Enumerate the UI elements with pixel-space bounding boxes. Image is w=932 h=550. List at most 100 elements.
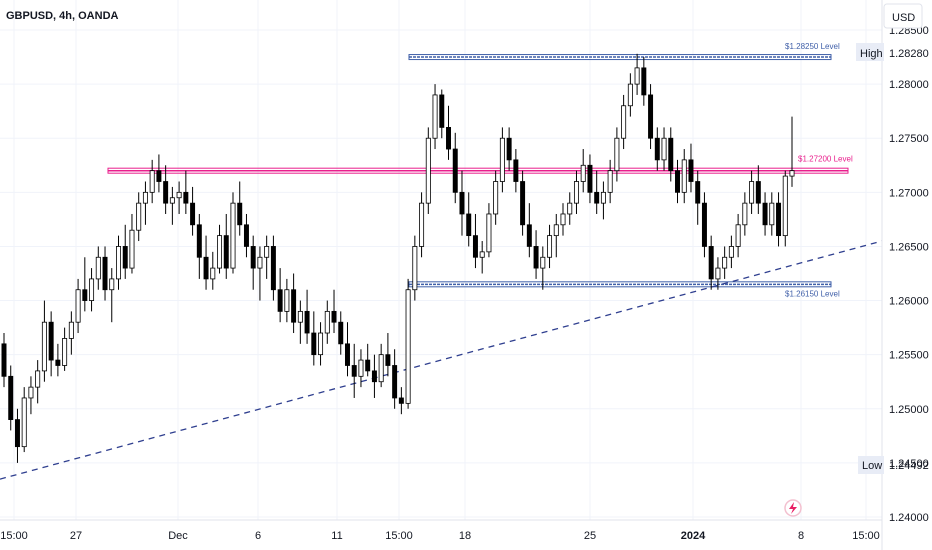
price-tick-label: 1.26000 — [889, 296, 929, 308]
candle — [580, 164, 586, 182]
high-value: 1.28280 — [889, 48, 929, 60]
candle — [318, 332, 324, 356]
candle — [190, 202, 196, 226]
price-tick-label: 1.25500 — [889, 350, 929, 362]
candle — [412, 246, 418, 291]
candle — [291, 289, 297, 323]
candle — [513, 159, 519, 182]
candle — [782, 175, 788, 237]
candle — [439, 94, 445, 128]
currency-label[interactable]: USD — [892, 12, 915, 24]
annotation-labels: $1.28250 Level $1.27200 Level $1.26150 Lev… — [785, 42, 853, 298]
high-badge — [856, 43, 884, 61]
candle — [722, 256, 728, 269]
candle — [1, 343, 7, 377]
candle — [425, 137, 431, 204]
candle — [533, 246, 539, 269]
candle — [338, 321, 344, 345]
candle — [75, 289, 81, 323]
lightning-icon — [789, 502, 797, 514]
candle — [728, 246, 734, 258]
candle — [183, 191, 189, 204]
time-tick-label: 18 — [459, 530, 471, 542]
candle — [358, 359, 364, 377]
high-label: High — [860, 48, 883, 60]
time-tick-label: 6 — [255, 530, 261, 542]
candle — [715, 267, 721, 280]
candle — [668, 137, 674, 172]
candle — [129, 229, 135, 269]
candle — [405, 289, 411, 404]
candle — [419, 202, 425, 247]
ascending-trendline[interactable] — [0, 240, 883, 480]
time-axis[interactable]: 15:00 27 Dec 6 11 15:00 18 25 2024 8 15:00 — [0, 530, 880, 542]
candle — [789, 170, 795, 177]
price-tick-label: 1.27500 — [889, 133, 929, 145]
low-value: 1.24492 — [889, 460, 929, 472]
candle — [769, 202, 775, 226]
candle — [365, 359, 371, 372]
candle — [506, 137, 512, 161]
candle — [95, 256, 101, 280]
candle — [116, 246, 121, 280]
candle — [641, 67, 647, 96]
candle — [479, 251, 485, 258]
candle — [324, 310, 330, 334]
candle — [708, 246, 714, 280]
candle — [688, 159, 694, 182]
candle — [634, 67, 640, 85]
candle — [304, 310, 310, 334]
candle — [163, 181, 169, 204]
candle — [237, 202, 243, 226]
price-tick-label: 1.24000 — [889, 512, 929, 524]
candle — [156, 170, 162, 182]
candle — [526, 224, 532, 247]
candle — [452, 148, 458, 193]
candle — [607, 170, 613, 193]
price-tick-label: 1.27000 — [889, 187, 929, 199]
candle — [142, 191, 148, 204]
candle — [661, 137, 667, 161]
annotation-lines — [0, 54, 883, 480]
candle — [196, 224, 202, 258]
time-tick-label: 27 — [70, 530, 82, 542]
candle — [701, 202, 707, 247]
candles — [1, 53, 795, 463]
candle — [547, 235, 553, 258]
candle — [250, 246, 256, 269]
candle — [210, 267, 216, 280]
resistance-level-label: $1.28250 Level — [785, 42, 840, 51]
candle — [284, 289, 290, 312]
candle — [553, 224, 559, 237]
candle — [344, 343, 350, 366]
low-label: Low — [862, 460, 882, 472]
candle — [594, 191, 600, 204]
candle — [499, 137, 505, 182]
currency-button-box[interactable] — [883, 3, 923, 29]
time-tick-label: 15:00 — [0, 530, 28, 542]
candle — [277, 289, 283, 312]
time-tick-label: 11 — [331, 530, 342, 542]
price-tick-label: 1.24500 — [889, 458, 929, 470]
candle — [264, 246, 270, 258]
candle — [55, 359, 61, 366]
candle — [169, 197, 175, 204]
candle — [459, 191, 465, 215]
candle — [21, 397, 27, 448]
candle — [8, 375, 14, 420]
candle — [371, 370, 377, 383]
candle — [776, 202, 782, 237]
candle — [331, 310, 337, 323]
time-tick-label: Dec — [168, 530, 188, 542]
candle — [472, 235, 478, 258]
candle — [695, 181, 701, 204]
time-tick-label: 2024 — [681, 530, 706, 542]
candle — [392, 365, 398, 399]
candle — [217, 235, 223, 269]
candle — [68, 321, 74, 339]
candle — [41, 321, 47, 372]
time-tick-label: 15:00 — [852, 530, 880, 542]
support-level-label: $1.26150 Level — [785, 289, 840, 298]
candle — [648, 94, 654, 139]
